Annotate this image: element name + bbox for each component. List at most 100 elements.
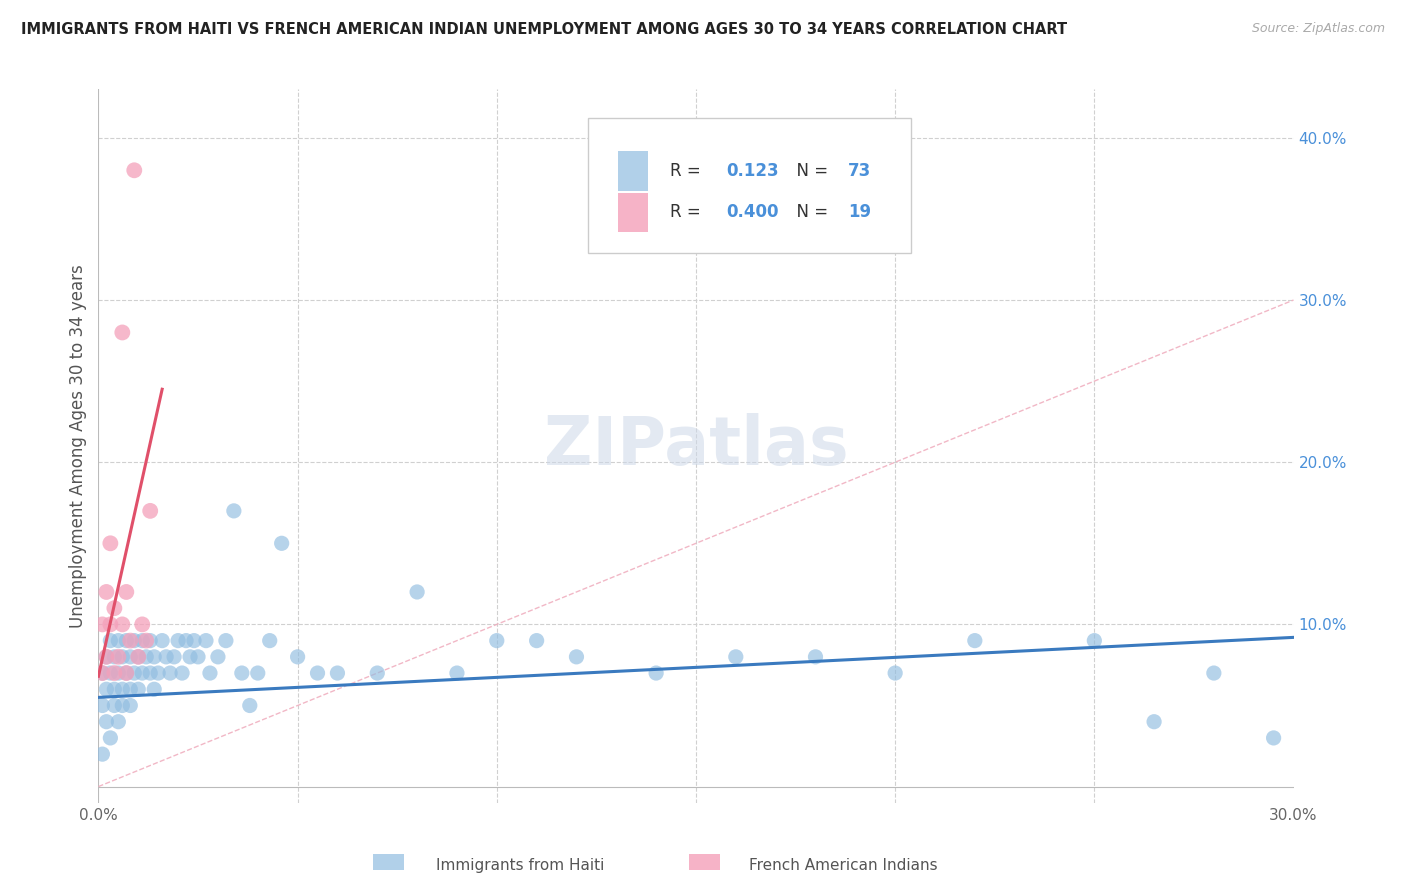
Point xyxy=(645,666,668,681)
Point xyxy=(111,698,134,713)
Text: N =: N = xyxy=(786,162,832,180)
Point xyxy=(724,649,747,664)
Point xyxy=(111,617,134,632)
Point xyxy=(107,666,129,681)
Point xyxy=(143,682,166,697)
Point xyxy=(107,714,129,729)
Point xyxy=(565,649,588,664)
Point xyxy=(270,536,292,550)
Point xyxy=(111,649,134,664)
Point xyxy=(127,649,149,664)
Point xyxy=(187,649,209,664)
Point xyxy=(91,698,114,713)
Point xyxy=(207,649,229,664)
Point xyxy=(120,633,142,648)
Point xyxy=(107,633,129,648)
Point xyxy=(150,633,173,648)
Point xyxy=(446,666,468,681)
Point xyxy=(246,666,269,681)
Text: 19: 19 xyxy=(848,203,870,221)
Point xyxy=(135,633,157,648)
Point xyxy=(239,698,262,713)
Point xyxy=(115,666,138,681)
Point xyxy=(91,617,114,632)
Point xyxy=(96,649,118,664)
Point xyxy=(91,666,114,681)
Bar xyxy=(619,193,648,232)
Text: Immigrants from Haiti: Immigrants from Haiti xyxy=(436,858,605,872)
Point xyxy=(1263,731,1285,745)
Text: Source: ZipAtlas.com: Source: ZipAtlas.com xyxy=(1251,22,1385,36)
Text: R =: R = xyxy=(669,162,706,180)
Point xyxy=(120,682,142,697)
Point xyxy=(963,633,986,648)
Point xyxy=(163,649,186,664)
Point xyxy=(215,633,238,648)
Text: 0.400: 0.400 xyxy=(725,203,779,221)
Point xyxy=(143,649,166,664)
Point xyxy=(1202,666,1225,681)
Text: 73: 73 xyxy=(848,162,870,180)
Point xyxy=(96,714,118,729)
Y-axis label: Unemployment Among Ages 30 to 34 years: Unemployment Among Ages 30 to 34 years xyxy=(69,264,87,628)
Point xyxy=(287,649,309,664)
Point xyxy=(131,633,153,648)
Point xyxy=(115,633,138,648)
Point xyxy=(406,585,429,599)
Point xyxy=(96,585,118,599)
Point xyxy=(111,682,134,697)
Point xyxy=(231,666,253,681)
Point xyxy=(155,649,177,664)
Point xyxy=(124,633,146,648)
Point xyxy=(96,649,118,664)
Point xyxy=(1143,714,1166,729)
Point xyxy=(127,649,149,664)
Point xyxy=(485,633,508,648)
Point xyxy=(222,504,245,518)
Point xyxy=(124,666,146,681)
Text: R =: R = xyxy=(669,203,706,221)
Point xyxy=(526,633,548,648)
Point xyxy=(98,617,122,632)
Point xyxy=(167,633,190,648)
Point xyxy=(98,633,122,648)
Point xyxy=(98,536,122,550)
Point xyxy=(103,649,125,664)
Point xyxy=(259,633,281,648)
Point xyxy=(124,163,146,178)
Point xyxy=(91,666,114,681)
Point xyxy=(148,666,170,681)
Point xyxy=(111,326,134,340)
Point xyxy=(326,666,349,681)
Point xyxy=(103,698,125,713)
Point xyxy=(91,747,114,761)
Point xyxy=(127,682,149,697)
Point xyxy=(139,666,162,681)
Bar xyxy=(619,152,648,191)
Point xyxy=(172,666,194,681)
Point xyxy=(159,666,181,681)
Text: French American Indians: French American Indians xyxy=(749,858,938,872)
Text: 0.123: 0.123 xyxy=(725,162,779,180)
Point xyxy=(195,633,218,648)
Point xyxy=(103,601,125,615)
Point xyxy=(135,649,157,664)
FancyBboxPatch shape xyxy=(589,118,911,253)
Point xyxy=(179,649,201,664)
Point xyxy=(115,666,138,681)
Point xyxy=(174,633,197,648)
Point xyxy=(198,666,221,681)
Text: ZIPatlas: ZIPatlas xyxy=(544,413,848,479)
Point xyxy=(307,666,329,681)
Text: N =: N = xyxy=(786,203,832,221)
Point xyxy=(115,585,138,599)
Point xyxy=(884,666,907,681)
Point xyxy=(120,649,142,664)
Point xyxy=(98,731,122,745)
Point xyxy=(96,682,118,697)
Point xyxy=(183,633,205,648)
Point xyxy=(107,649,129,664)
Point xyxy=(139,504,162,518)
Point xyxy=(139,633,162,648)
Point xyxy=(103,666,125,681)
